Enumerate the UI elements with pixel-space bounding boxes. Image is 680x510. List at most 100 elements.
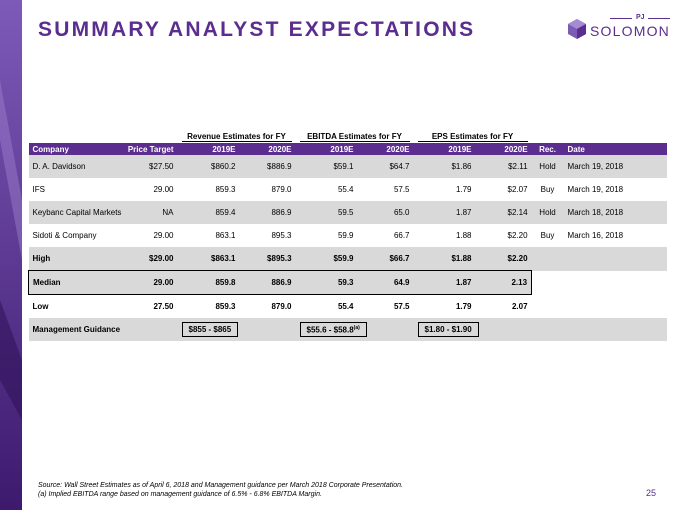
- cell-eps-2020: $2.14: [475, 201, 532, 224]
- guidance-revenue-box: $855 - $865: [181, 322, 239, 337]
- cell-label: Low: [32, 302, 49, 311]
- cell-eps-2019: 1.88: [455, 231, 472, 240]
- cell-ebitda-2020: $66.7: [357, 247, 414, 271]
- logo-name-text: SOLOMON: [590, 23, 670, 39]
- cell-ebitda-2020: 64.9: [357, 270, 414, 295]
- group-ebitda: EBITDA Estimates for FY: [299, 132, 410, 142]
- group-revenue: Revenue Estimates for FY: [181, 132, 292, 142]
- col-eps-2020: 2020E: [475, 143, 532, 155]
- cell-price-target: 27.50: [153, 302, 174, 311]
- footnotes: Source: Wall Street Estimates as of Apri…: [38, 481, 403, 499]
- cell-eps-2019: $1.88: [413, 247, 476, 271]
- cell-date: March 19, 2018: [563, 155, 667, 178]
- cell-ebitda-2019: $59.1: [295, 155, 358, 178]
- table-row: Keybanc Capital Markets NA 859.4 886.9 5…: [28, 201, 667, 224]
- cell-ebitda-2019: 55.4: [337, 185, 354, 194]
- cell-eps-2019: 1.87: [413, 201, 476, 224]
- cell-ebitda-2020: 57.5: [393, 185, 410, 194]
- page-title: SUMMARY ANALYST EXPECTATIONS: [38, 18, 476, 41]
- col-ebitda-2019: 2019E: [295, 143, 358, 155]
- cell-label: High: [28, 247, 124, 271]
- cell-eps-2020: $2.07: [507, 185, 528, 194]
- cell-ebitda-2020: 57.5: [393, 302, 410, 311]
- guidance-ebitda-box: $55.6 - $58.8(a): [299, 321, 367, 338]
- cell-date: March 18, 2018: [563, 201, 667, 224]
- summary-row-low: Low 27.50 859.3 879.0 55.4 57.5 1.79 2.0…: [29, 295, 667, 319]
- col-rec: Rec.: [531, 143, 564, 155]
- cell-revenue-2019: $863.1: [177, 247, 240, 271]
- analyst-estimates-table: Revenue Estimates for FY EBITDA Estimate…: [28, 131, 667, 341]
- cell-revenue-2020: 895.3: [271, 231, 292, 240]
- table-row: Sidoti & Company 29.00 863.1 895.3 59.9 …: [29, 224, 667, 247]
- summary-row-median: Median 29.00 859.8 886.9 59.3 64.9 1.87 …: [28, 270, 667, 295]
- cell-eps-2020: 2.07: [511, 302, 528, 311]
- cell-revenue-2020: $886.9: [239, 155, 296, 178]
- cell-company: Sidoti & Company: [32, 231, 97, 240]
- cell-date: March 16, 2018: [567, 231, 624, 240]
- col-eps-2019: 2019E: [413, 143, 476, 155]
- cell-revenue-2019: $860.2: [177, 155, 240, 178]
- cell-rec: Hold: [531, 201, 564, 224]
- cell-price-target: 29.00: [153, 231, 174, 240]
- cell-ebitda-2019: 55.4: [337, 302, 354, 311]
- cell-eps-2019: 1.79: [455, 302, 472, 311]
- cell-revenue-2020: $895.3: [239, 247, 296, 271]
- cell-company: Keybanc Capital Markets: [28, 201, 124, 224]
- cell-ebitda-2020: $64.7: [357, 155, 414, 178]
- cell-ebitda-2020: 65.0: [357, 201, 414, 224]
- footnote-source: Source: Wall Street Estimates as of Apri…: [38, 482, 403, 489]
- guidance-revenue: $855 - $865: [188, 325, 232, 334]
- cell-rec: Buy: [540, 231, 555, 240]
- cell-eps-2019: $1.86: [413, 155, 476, 178]
- col-revenue-2020: 2020E: [239, 143, 296, 155]
- cell-eps-2019: 1.87: [413, 270, 476, 295]
- cell-revenue-2019: 859.4: [177, 201, 240, 224]
- group-eps: EPS Estimates for FY: [417, 132, 528, 142]
- cell-revenue-2020: 886.9: [239, 270, 296, 295]
- cell-price-target: $29.00: [123, 247, 178, 271]
- table-row: D. A. Davidson $27.50 $860.2 $886.9 $59.…: [28, 155, 667, 178]
- guidance-eps-box: $1.80 - $1.90: [417, 322, 479, 337]
- cell-ebitda-2020: 66.7: [393, 231, 410, 240]
- cell-label: Median: [28, 270, 124, 295]
- group-header-row: Revenue Estimates for FY EBITDA Estimate…: [29, 131, 667, 143]
- guidance-row: Management Guidance $855 - $865 $55.6 - …: [28, 318, 667, 341]
- cell-guidance-label: Management Guidance: [28, 318, 124, 341]
- cell-price-target: 29.00: [153, 185, 174, 194]
- table-row: IFS 29.00 859.3 879.0 55.4 57.5 1.79 $2.…: [29, 178, 667, 201]
- cell-revenue-2019: 859.8: [177, 270, 240, 295]
- cell-eps-2019: 1.79: [455, 185, 472, 194]
- cell-eps-2020: $2.11: [475, 155, 532, 178]
- left-accent-bar: [0, 0, 22, 510]
- cell-ebitda-2019: $59.9: [295, 247, 358, 271]
- cell-ebitda-2019: 59.3: [295, 270, 358, 295]
- cell-revenue-2020: 886.9: [239, 201, 296, 224]
- cell-date: March 19, 2018: [567, 185, 624, 194]
- guidance-ebitda-footnote-ref: (a): [353, 324, 360, 331]
- column-header-row: Company Price Target 2019E 2020E 2019E 2…: [28, 143, 667, 155]
- cell-rec: Hold: [531, 155, 564, 178]
- cell-revenue-2019: 859.3: [215, 185, 236, 194]
- page-number: 25: [646, 488, 657, 498]
- cell-company: IFS: [32, 185, 45, 194]
- col-ebitda-2020: 2020E: [357, 143, 414, 155]
- footnote-a: (a) Implied EBITDA range based on manage…: [38, 491, 322, 498]
- cell-eps-2020: $2.20: [507, 231, 528, 240]
- company-logo: PJ SOLOMON: [566, 12, 672, 48]
- cell-price-target: 29.00: [123, 270, 178, 295]
- guidance-ebitda: $55.6 - $58.8: [306, 325, 354, 335]
- col-price-target: Price Target: [123, 143, 178, 155]
- summary-row-high: High $29.00 $863.1 $895.3 $59.9 $66.7 $1…: [28, 247, 667, 271]
- col-date: Date: [563, 143, 667, 155]
- cell-revenue-2019: 859.3: [215, 302, 236, 311]
- guidance-eps: $1.80 - $1.90: [424, 325, 472, 334]
- cell-rec: Buy: [540, 185, 555, 194]
- cell-revenue-2020: 879.0: [271, 302, 292, 311]
- logo-pj-text: PJ: [636, 14, 645, 21]
- col-revenue-2019: 2019E: [177, 143, 240, 155]
- cell-price-target: NA: [123, 201, 178, 224]
- cell-ebitda-2019: 59.5: [295, 201, 358, 224]
- cell-company: D. A. Davidson: [28, 155, 124, 178]
- col-company: Company: [28, 143, 124, 155]
- cell-price-target: $27.50: [123, 155, 178, 178]
